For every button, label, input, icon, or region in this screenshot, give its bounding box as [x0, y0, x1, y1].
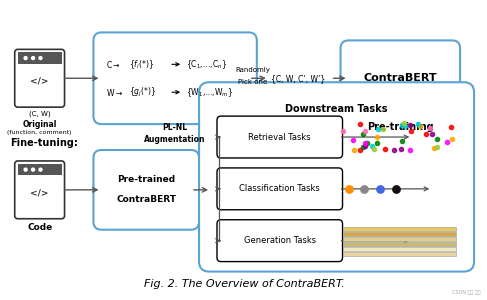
Text: ContraBERT: ContraBERT: [116, 195, 176, 204]
FancyBboxPatch shape: [15, 161, 65, 219]
Text: Pre-trained: Pre-trained: [117, 176, 175, 184]
Point: [431, 145, 438, 150]
Circle shape: [39, 57, 42, 60]
Text: Fine-tuning:: Fine-tuning:: [10, 138, 77, 148]
Point: [391, 147, 398, 152]
Point: [407, 147, 414, 152]
FancyBboxPatch shape: [217, 220, 342, 262]
Bar: [18, 164, 61, 175]
Text: PL-NL: PL-NL: [163, 123, 187, 132]
Text: $\{g_j(*)\}$: $\{g_j(*)\}$: [130, 86, 156, 99]
Point: [368, 143, 376, 148]
Point: [361, 144, 369, 148]
Text: </>: </>: [30, 77, 49, 86]
Text: Fig. 2. The Overview of ContraBERT.: Fig. 2. The Overview of ContraBERT.: [144, 278, 344, 289]
Point: [443, 140, 451, 144]
Point: [363, 140, 371, 145]
Text: W$\rightarrow$: W$\rightarrow$: [106, 87, 123, 98]
Point: [361, 129, 369, 134]
Text: Randomly: Randomly: [235, 67, 270, 73]
Point: [398, 122, 406, 127]
Text: $\{$C$_1$,...,C$_n\}$: $\{$C$_1$,...,C$_n\}$: [186, 58, 227, 71]
Point: [407, 129, 414, 134]
Point: [356, 148, 364, 153]
Point: [339, 128, 347, 133]
Bar: [18, 52, 61, 64]
Point: [345, 187, 353, 191]
Point: [371, 146, 378, 151]
Circle shape: [32, 168, 35, 171]
Text: (function, comment): (function, comment): [7, 130, 72, 135]
Text: {C, W, C’, W’}: {C, W, C’, W’}: [271, 74, 325, 83]
Circle shape: [24, 57, 27, 60]
FancyBboxPatch shape: [217, 168, 342, 210]
Text: ContraBERT: ContraBERT: [363, 73, 437, 83]
Circle shape: [24, 168, 27, 171]
Bar: [342, 247, 456, 250]
Circle shape: [32, 57, 35, 60]
Text: Pre-training: Pre-training: [367, 122, 433, 132]
FancyBboxPatch shape: [94, 32, 257, 124]
Text: Classification Tasks: Classification Tasks: [240, 184, 320, 194]
Point: [379, 126, 387, 131]
Text: </>: </>: [30, 188, 49, 197]
Point: [373, 140, 381, 145]
FancyBboxPatch shape: [15, 50, 65, 107]
Point: [406, 122, 414, 127]
Point: [397, 147, 405, 152]
Bar: [342, 242, 456, 246]
Point: [373, 135, 381, 140]
Text: Code: Code: [27, 223, 52, 232]
Text: C$\rightarrow$: C$\rightarrow$: [106, 59, 121, 70]
Point: [359, 145, 367, 149]
FancyBboxPatch shape: [199, 82, 474, 272]
Bar: [342, 251, 456, 256]
Bar: [342, 237, 456, 241]
Point: [422, 132, 430, 136]
Point: [361, 141, 369, 146]
Point: [400, 121, 408, 126]
Text: Generation Tasks: Generation Tasks: [244, 236, 316, 245]
Text: Augmentation: Augmentation: [144, 135, 206, 144]
Point: [349, 138, 356, 142]
Point: [428, 132, 435, 136]
Point: [381, 147, 389, 152]
Point: [416, 123, 424, 128]
Text: Downstream Tasks: Downstream Tasks: [285, 104, 388, 114]
Point: [393, 187, 400, 191]
Point: [360, 187, 368, 191]
Text: CSDN 博客 素材: CSDN 博客 素材: [451, 290, 480, 296]
Point: [449, 136, 456, 141]
Point: [359, 131, 367, 136]
FancyBboxPatch shape: [94, 150, 199, 230]
Point: [426, 126, 434, 130]
Point: [401, 124, 409, 128]
Point: [433, 136, 441, 141]
Text: Retrieval Tasks: Retrieval Tasks: [248, 133, 311, 142]
Point: [356, 122, 364, 126]
Point: [433, 145, 441, 149]
Text: Pick one: Pick one: [238, 79, 267, 85]
Point: [350, 148, 357, 152]
Bar: [342, 226, 456, 231]
Text: $\{$W$_1$,...,W$_m\}$: $\{$W$_1$,...,W$_m\}$: [186, 86, 233, 99]
Bar: [342, 232, 456, 236]
Text: (C, W): (C, W): [29, 110, 51, 117]
FancyBboxPatch shape: [340, 40, 460, 116]
Text: $\{f_i(*)\}$: $\{f_i(*)\}$: [130, 58, 154, 71]
Text: Original: Original: [22, 120, 57, 129]
Point: [376, 187, 384, 191]
Circle shape: [39, 168, 42, 171]
Point: [374, 127, 382, 132]
FancyBboxPatch shape: [217, 116, 342, 158]
Point: [398, 138, 406, 143]
Point: [447, 124, 454, 129]
Point: [414, 122, 422, 126]
